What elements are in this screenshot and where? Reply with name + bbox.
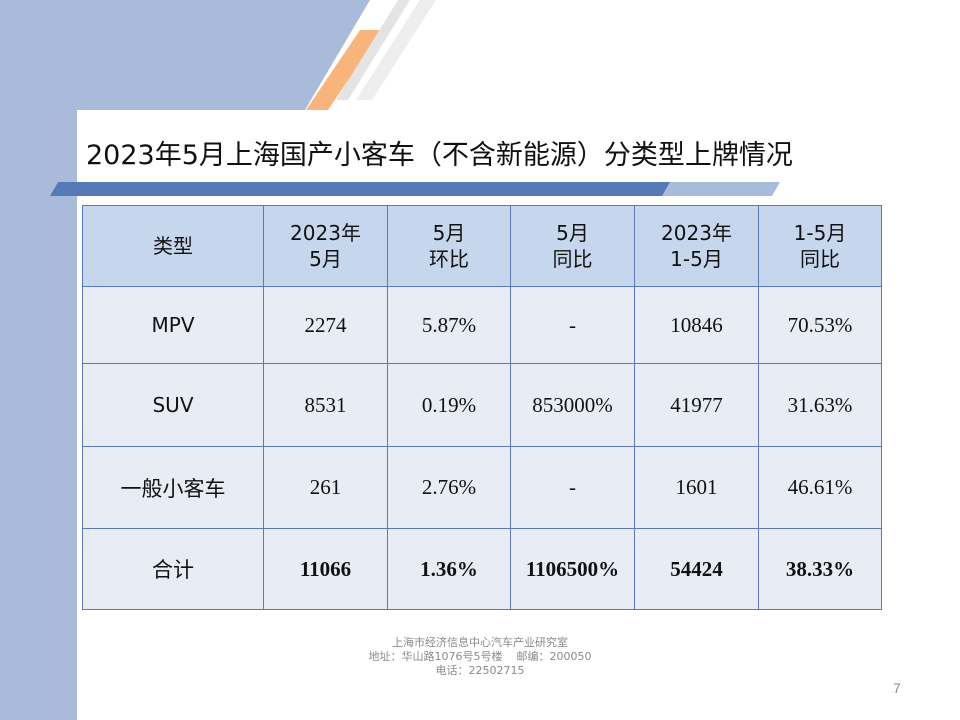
table-cell: 10846 [634,286,759,364]
title-underline [40,182,780,196]
header-jan-may-2023: 2023年 1-5月 [634,205,759,287]
slide-title: 2023年5月上海国产小客车（不含新能源）分类型上牌情况 [86,140,793,171]
top-decor-graphic [0,0,436,110]
table-cell: 261 [263,446,388,529]
table-cell: - [510,446,635,529]
table-cell: 46.61% [758,446,882,529]
header-label: 1-5月 [793,221,847,245]
table-cell: 54424 [634,528,759,610]
header-label: 环比 [429,247,469,271]
row-type-cell: 一般小客车 [82,446,264,529]
header-may-mom: 5月 环比 [387,205,511,287]
table-cell: 70.53% [758,286,882,364]
header-jan-may-yoy: 1-5月 同比 [758,205,882,287]
header-may-yoy: 5月 同比 [510,205,635,287]
table-cell: - [510,286,635,364]
header-label: 2023年 [290,221,361,245]
header-label: 5月 [556,221,589,245]
row-type-cell: SUV [82,363,264,447]
table-cell: 11066 [263,528,388,610]
footer-phone: 电话：22502715 [435,664,525,677]
header-type-label: 类型 [153,234,193,258]
table-header-row: 类型 2023年 5月 5月 环比 5月 同比 2023年 1-5月 1-5月 同比 [82,205,882,287]
table-cell: 1.36% [387,528,511,610]
table-cell: 2274 [263,286,388,364]
table-row: 一般小客车 261 2.76% - 1601 46.61% [82,446,882,529]
header-may-2023: 2023年 5月 [263,205,388,287]
table-cell: 38.33% [758,528,882,610]
footer-org: 上海市经济信息中心汽车产业研究室 [392,636,568,649]
table-cell: 2.76% [387,446,511,529]
registration-table: 类型 2023年 5月 5月 环比 5月 同比 2023年 1-5月 1-5月 同比 MP… [82,205,882,610]
table-cell: 1601 [634,446,759,529]
header-label: 5月 [432,221,466,245]
table-cell: 8531 [263,363,388,447]
table-cell: 31.63% [758,363,882,447]
header-label: 5月 [309,247,342,271]
header-label: 1-5月 [670,247,723,271]
table-cell: 1106500% [510,528,635,610]
table-total-row: 合计 11066 1.36% 1106500% 54424 38.33% [82,528,882,610]
table-cell: 41977 [634,363,759,447]
row-type-cell: MPV [82,286,264,364]
table-row: SUV 8531 0.19% 853000% 41977 31.63% [82,363,882,447]
header-label: 2023年 [661,221,732,245]
left-decor-band [0,0,77,720]
table-cell: 853000% [510,363,635,447]
header-type: 类型 [82,205,264,287]
table-cell: 5.87% [387,286,511,364]
row-type-cell: 合计 [82,528,264,610]
header-label: 同比 [552,247,593,271]
table-row: MPV 2274 5.87% - 10846 70.53% [82,286,882,364]
header-label: 同比 [800,247,840,271]
top-decor-band [0,0,960,110]
footer-contact: 上海市经济信息中心汽车产业研究室 地址：华山路1076号5号楼 邮编：20005… [300,636,660,678]
table-cell: 0.19% [387,363,511,447]
page-number: 7 [893,680,901,696]
footer-address: 地址：华山路1076号5号楼 邮编：200050 [368,650,592,663]
